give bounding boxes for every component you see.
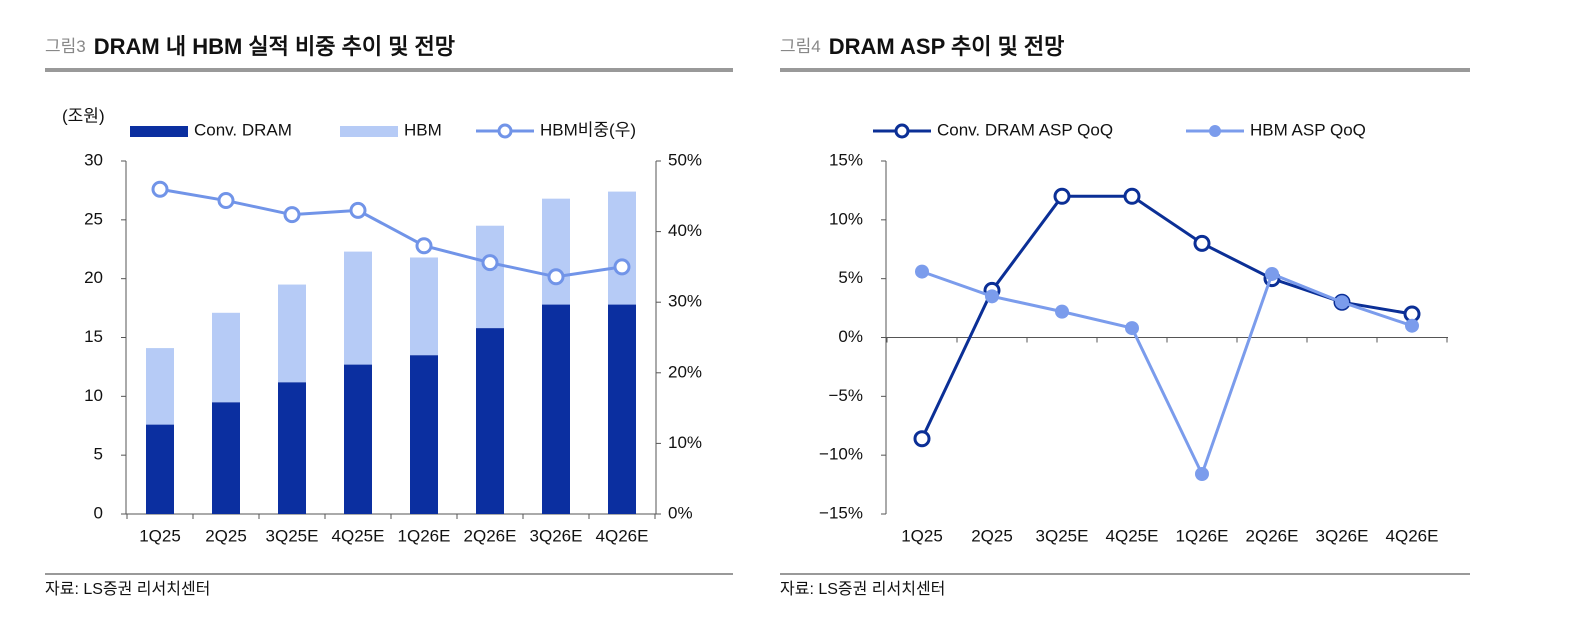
bar	[542, 304, 570, 514]
legend-label: HBM ASP QoQ	[1250, 120, 1366, 139]
y-tick-label: 25	[84, 209, 103, 228]
bar	[608, 191, 636, 305]
marker	[547, 268, 565, 286]
bar	[476, 328, 504, 514]
x-tick-label: 2Q25	[205, 526, 247, 545]
bar	[476, 225, 504, 329]
y-tick-label: 0%	[838, 327, 863, 346]
marker	[217, 192, 235, 210]
bar	[410, 257, 438, 356]
x-tick-label: 3Q25E	[266, 526, 319, 545]
bar	[278, 284, 306, 383]
marker	[415, 237, 433, 255]
y-tick-label: 10%	[829, 209, 863, 228]
x-tick-label: 4Q26E	[1386, 526, 1439, 545]
x-tick-label: 1Q26E	[398, 526, 451, 545]
x-tick-label: 1Q25	[901, 526, 943, 545]
header: 그림4 DRAM ASP 추이 및 전망	[780, 34, 1064, 59]
y-tick-label: 5	[94, 445, 103, 464]
y-tick-label: 5%	[838, 268, 863, 287]
marker	[349, 201, 367, 219]
source: 자료: LS증권 리서치센터	[45, 580, 210, 598]
marker	[1053, 187, 1071, 205]
source: 자료: LS증권 리서치센터	[780, 580, 945, 598]
marker	[1405, 318, 1419, 333]
chart-title: DRAM ASP 추이 및 전망	[829, 34, 1065, 59]
figure-label: 그림3	[45, 37, 86, 56]
marker	[613, 258, 631, 276]
marker	[283, 206, 301, 224]
y-tick-label: −15%	[819, 503, 863, 522]
y2-tick-label: 10%	[668, 433, 702, 452]
figure-label: 그림4	[780, 37, 821, 56]
header-rule	[780, 68, 1470, 72]
legend-label: HBM비중(우)	[540, 120, 636, 139]
legend-label: Conv. DRAM	[194, 120, 292, 139]
series-line	[921, 270, 1413, 478]
x-tick-label: 4Q25E	[1106, 526, 1159, 545]
y2-tick-label: 30%	[668, 292, 702, 311]
bar	[278, 382, 306, 514]
legend-marker	[497, 123, 513, 139]
bar	[344, 251, 372, 365]
x-tick-label: 3Q25E	[1036, 526, 1089, 545]
x-tick-label: 1Q25	[139, 526, 181, 545]
marker	[1265, 266, 1279, 281]
marker	[985, 289, 999, 304]
legend-marker	[894, 123, 910, 139]
y-tick-label: 20	[84, 268, 103, 287]
header-rule	[45, 68, 733, 72]
bar	[344, 364, 372, 514]
x-tick-label: 2Q26E	[464, 526, 517, 545]
marker	[1055, 304, 1069, 319]
legend-label: HBM	[404, 120, 442, 139]
bar	[608, 304, 636, 514]
bar	[542, 198, 570, 305]
marker	[1193, 234, 1211, 252]
x-tick-label: 4Q25E	[332, 526, 385, 545]
bar	[146, 424, 174, 514]
x-tick-label: 1Q26E	[1176, 526, 1229, 545]
bar	[146, 348, 174, 425]
marker	[1335, 295, 1349, 310]
bar	[410, 355, 438, 514]
header: 그림3 DRAM 내 HBM 실적 비중 추이 및 전망	[45, 34, 455, 59]
y2-tick-label: 20%	[668, 362, 702, 381]
marker	[481, 254, 499, 272]
y-tick-label: 15%	[829, 150, 863, 169]
chart-title: DRAM 내 HBM 실적 비중 추이 및 전망	[94, 34, 455, 59]
marker	[1123, 187, 1141, 205]
y-tick-label: −10%	[819, 445, 863, 464]
y2-tick-label: 50%	[668, 150, 702, 169]
legend-label: Conv. DRAM ASP QoQ	[937, 120, 1113, 139]
x-tick-label: 2Q26E	[1246, 526, 1299, 545]
legend-marker	[1209, 125, 1221, 137]
legend-swatch	[130, 126, 188, 137]
y-axis-unit: (조원)	[62, 106, 105, 125]
marker	[1195, 466, 1209, 481]
y-tick-label: −5%	[829, 386, 864, 405]
x-tick-label: 4Q26E	[596, 526, 649, 545]
y2-tick-label: 0%	[668, 503, 693, 522]
y-tick-label: 15	[84, 327, 103, 346]
marker	[913, 430, 931, 448]
marker	[151, 180, 169, 198]
y-tick-label: 10	[84, 386, 103, 405]
bar	[212, 402, 240, 514]
bar	[212, 312, 240, 403]
x-tick-label: 3Q26E	[1316, 526, 1369, 545]
marker	[1125, 321, 1139, 336]
x-tick-label: 3Q26E	[530, 526, 583, 545]
marker	[915, 264, 929, 279]
y-tick-label: 0	[94, 503, 103, 522]
y2-tick-label: 40%	[668, 221, 702, 240]
series-line	[159, 187, 623, 279]
legend-swatch	[340, 126, 398, 137]
x-tick-label: 2Q25	[971, 526, 1013, 545]
y-tick-label: 30	[84, 150, 103, 169]
